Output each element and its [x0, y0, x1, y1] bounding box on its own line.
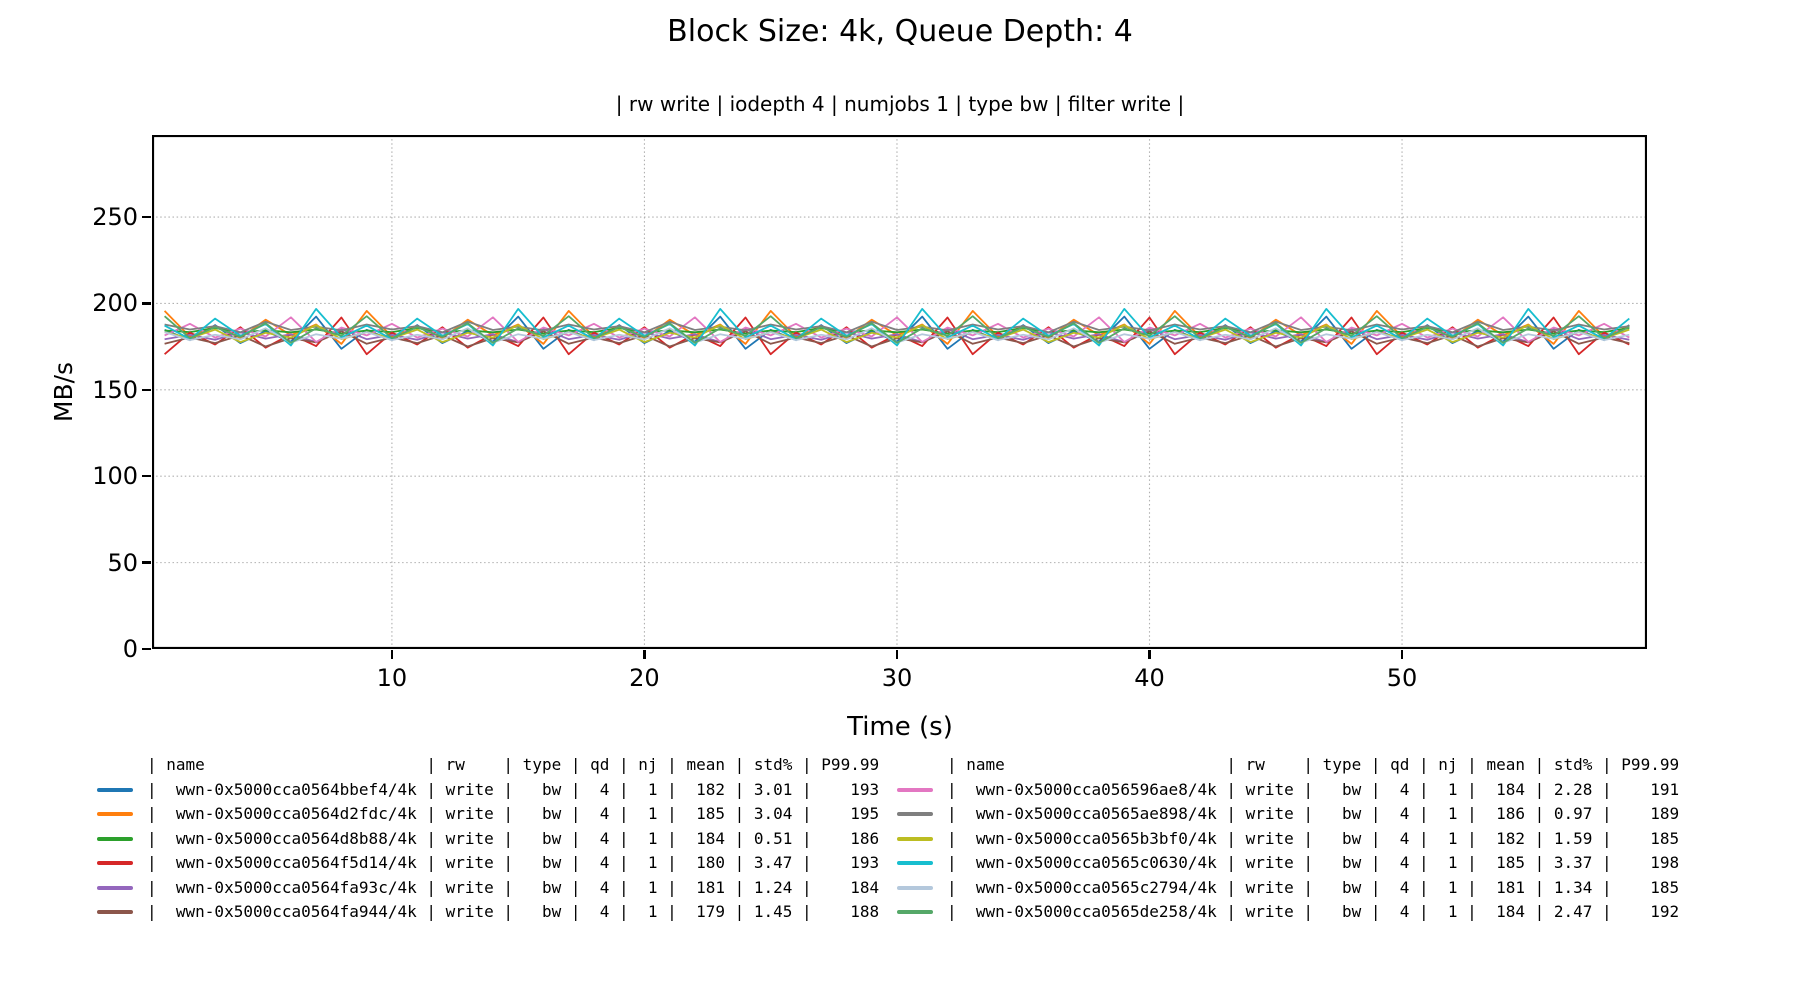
series-line-9	[164, 307, 1630, 347]
plot-border	[152, 135, 1647, 649]
x-tick-label: 50	[1386, 664, 1418, 692]
y-tick-label: 0	[122, 635, 138, 663]
x-tick-label: 40	[1134, 664, 1165, 692]
legend-row: | wwn-0x5000cca0564d8b88/4k | write | bw…	[147, 828, 880, 848]
x-tick-mark	[1400, 650, 1404, 659]
series-line-7	[164, 320, 1630, 334]
legend-row: | wwn-0x5000cca0565c2794/4k | write | bw…	[947, 877, 1680, 897]
y-tick-mark	[142, 215, 151, 219]
legend-swatch	[897, 861, 933, 865]
legend-row: | wwn-0x5000cca0565c0630/4k | write | bw…	[947, 853, 1680, 872]
legend-row: | wwn-0x5000cca0564bbef4/4k | write | bw…	[147, 779, 880, 799]
legend-swatch	[897, 836, 933, 841]
y-tick-label: 250	[92, 203, 138, 232]
legend-header: | name | rw | type | qd | nj | mean | st…	[947, 755, 1680, 774]
legend-header: | name | rw | type | qd | nj | mean | st…	[147, 755, 880, 774]
x-tick-mark	[895, 650, 899, 659]
legend-swatch	[97, 910, 133, 914]
y-tick-label: 200	[92, 289, 138, 318]
legend-swatch	[97, 861, 133, 865]
legend-row: | wwn-0x5000cca056596ae8/4k | write | bw…	[947, 779, 1680, 799]
plot-area	[152, 135, 1647, 649]
y-tick-mark	[142, 561, 151, 564]
series-line-11	[164, 315, 1630, 344]
y-tick-label: 100	[92, 462, 138, 491]
legend-swatch	[897, 885, 933, 890]
legend-swatch	[97, 812, 133, 816]
legend-swatch	[897, 812, 933, 816]
y-tick-mark	[142, 474, 151, 478]
x-tick-label: 30	[881, 664, 913, 692]
legend-row: | wwn-0x5000cca0564f5d14/4k | write | bw…	[147, 853, 880, 872]
series-line-4	[164, 327, 1630, 344]
legend-row: | wwn-0x5000cca0564fa93c/4k | write | bw…	[147, 877, 880, 897]
y-tick-label: 50	[107, 548, 138, 577]
y-tick-mark	[142, 388, 151, 392]
legend-swatch	[97, 885, 133, 890]
legend-row: | wwn-0x5000cca0564d2fdc/4k | write | bw…	[147, 804, 880, 823]
y-tick-mark	[142, 647, 151, 651]
x-tick-mark	[643, 650, 646, 659]
legend-swatch	[97, 787, 133, 792]
x-tick-mark	[390, 650, 394, 659]
legend-swatch	[97, 836, 133, 841]
x-axis-label: Time (s)	[847, 712, 953, 742]
legend-row: | wwn-0x5000cca0565de258/4k | write | bw…	[947, 902, 1680, 921]
y-tick-label: 150	[92, 375, 138, 404]
legend-row: | wwn-0x5000cca0565b3bf0/4k | write | bw…	[947, 828, 1680, 848]
legend-row: | wwn-0x5000cca0564fa944/4k | write | bw…	[147, 902, 880, 921]
legend-swatch	[897, 787, 933, 792]
x-tick-mark	[1148, 650, 1151, 659]
chart-title: Block Size: 4k, Queue Depth: 4	[667, 14, 1133, 49]
chart-subtitle: | rw write | iodepth 4 | numjobs 1 | typ…	[615, 92, 1185, 116]
legend-row: | wwn-0x5000cca0565ae898/4k | write | bw…	[947, 804, 1680, 823]
x-tick-label: 10	[376, 664, 408, 692]
x-tick-label: 20	[629, 664, 660, 692]
y-tick-mark	[142, 302, 151, 305]
legend-swatch	[897, 910, 933, 914]
